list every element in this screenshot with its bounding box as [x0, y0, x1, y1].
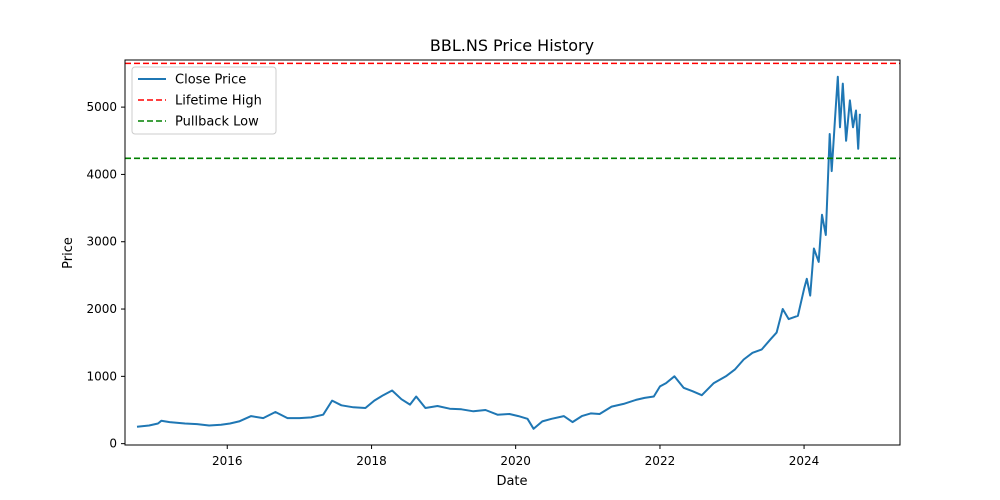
chart-title: BBL.NS Price History	[430, 36, 594, 55]
legend-label: Lifetime High	[175, 94, 262, 109]
legend: Close Price Lifetime High Pullback Low	[131, 66, 277, 135]
x-tick-label: 2016	[212, 454, 243, 468]
x-axis-label: Date	[496, 474, 527, 489]
x-tick-label: 2018	[356, 454, 387, 468]
x-tick-label: 2024	[789, 454, 820, 468]
plot-area	[125, 62, 900, 430]
y-axis-label: Price	[61, 237, 76, 269]
legend-box	[131, 66, 277, 135]
close-price-line	[136, 75, 861, 430]
y-tick-label: 0	[109, 437, 117, 451]
x-tick-label: 2022	[645, 454, 676, 468]
legend-label: Close Price	[175, 73, 246, 88]
x-tick-label: 2020	[500, 454, 531, 468]
plot-frame	[124, 59, 901, 446]
y-tick-label: 1000	[86, 369, 117, 383]
y-tick-label: 3000	[86, 235, 117, 249]
y-tick-label: 5000	[86, 100, 117, 114]
y-tick-label: 4000	[86, 167, 117, 181]
legend-label: Pullback Low	[175, 115, 259, 130]
axis-ticks: 2016 2018 2020 2022 2024 0 1000 2000 3000 4000 500…	[86, 100, 819, 468]
y-tick-label: 2000	[86, 302, 117, 316]
